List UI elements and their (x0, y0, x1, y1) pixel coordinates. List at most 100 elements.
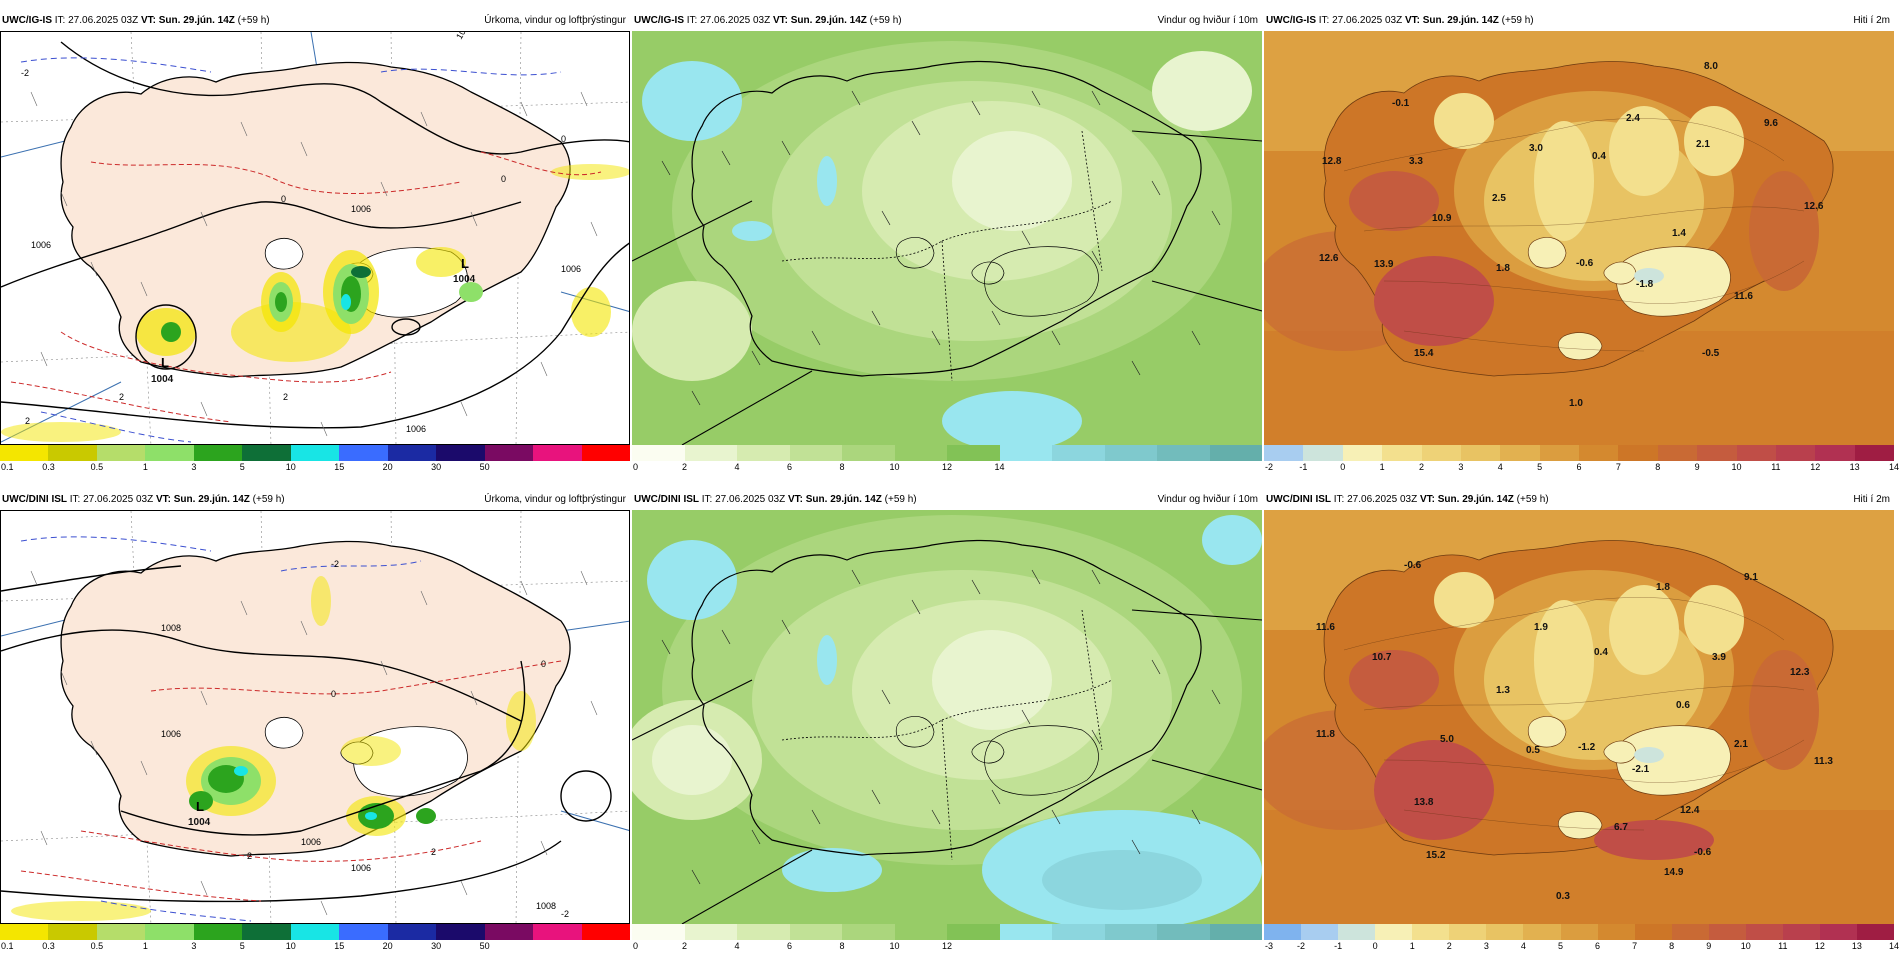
temp-colorbar (1264, 445, 1894, 461)
model-name: UWC/DINI ISL (2, 494, 67, 505)
isobar-label: 1008 (161, 623, 181, 633)
colorbar-segment (1657, 445, 1698, 461)
panel-header: UWC/DINI ISL IT: 27.06.2025 03Z VT: Sun.… (0, 491, 630, 509)
temp-value-label: 11.6 (1734, 291, 1753, 302)
colorbar-segment (999, 445, 1052, 461)
panel-header: UWC/DINI ISL IT: 27.06.2025 03Z VT: Sun.… (632, 491, 1262, 509)
precip-map: 1008 1006 1006 1008 1006 L 1004 0 0 2 2 … (0, 510, 630, 924)
colorbar-segment (193, 924, 243, 940)
panel-header: UWC/IG-IS IT: 27.06.2025 03Z VT: Sun. 29… (632, 12, 1262, 30)
wind-map (632, 510, 1262, 924)
contour-lines (1343, 597, 1805, 831)
temp-colorbar (1264, 924, 1895, 940)
colorbar-tick-label: 5 (239, 941, 245, 951)
temp-value-label: 9.1 (1744, 572, 1758, 583)
colorbar-segment (789, 445, 842, 461)
colorbar-segment (1209, 924, 1262, 940)
colorbar-tick-label: 6 (786, 941, 793, 951)
colorbar-segment (1449, 924, 1487, 940)
model-name: UWC/IG-IS (2, 15, 52, 26)
colorbar-tick-label: 30 (431, 941, 442, 951)
colorbar-tick-label: 11 (1778, 941, 1788, 951)
colorbar-segment (339, 924, 388, 940)
precip-areas (1, 164, 629, 442)
temp-map: 8.0 -0.1 2.4 9.6 12.8 3.3 3.0 0.4 2.1 2.5 10.9 12.6… (1264, 31, 1894, 445)
init-time: IT: 27.06.2025 03Z (1333, 494, 1418, 505)
colorbar-tick-label: 4 (734, 462, 740, 472)
low-pressure-value: 1004 (151, 374, 174, 385)
model-name: UWC/DINI ISL (1266, 494, 1331, 505)
colorbar-tick-label: 1 (1379, 462, 1385, 472)
temp-contour-label: 2 (431, 847, 436, 857)
temp-value-label: 0.4 (1594, 647, 1608, 658)
init-time: IT: 27.06.2025 03Z (1318, 15, 1403, 26)
colorbar-segment (145, 924, 194, 940)
colorbar-segment (339, 445, 388, 461)
region-borders (781, 609, 1113, 861)
colorbar-tick-label: 15 (334, 462, 345, 472)
temp-value-label: -0.1 (1392, 98, 1410, 109)
colorbar-segment (842, 924, 895, 940)
colorbar-segment (684, 924, 737, 940)
temp-contours (20, 660, 562, 902)
colorbar-segment (737, 924, 790, 940)
wind-map (632, 31, 1262, 445)
colorbar-tick-label: 3 (191, 462, 197, 472)
temp-value-label: 0.4 (1592, 151, 1606, 162)
colorbar-segment (632, 445, 685, 461)
colorbar-tick-label: -1 (1334, 941, 1343, 951)
colorbar-tick-label: 12 (941, 941, 953, 951)
panel-precip-row1: UWC/IG-IS IT: 27.06.2025 03Z VT: Sun. 29… (0, 12, 631, 481)
precip-colorbar (0, 445, 631, 461)
colorbar-tick-label: 4 (734, 941, 740, 951)
gust-area (642, 61, 742, 141)
colorbar-tick-label: -2 (1297, 941, 1306, 951)
temp-value-label: 3.3 (1409, 156, 1423, 167)
gust-area (647, 540, 737, 620)
temp-value-label: 6.7 (1614, 822, 1628, 833)
temp-contour-label: 0 (331, 689, 336, 699)
colorbar-tick-label: 0.1 (1, 462, 14, 472)
colorbar-tick-label: 0.3 (42, 941, 55, 951)
wind-barbs (30, 570, 598, 916)
panel-wind-row1: UWC/IG-IS IT: 27.06.2025 03Z VT: Sun. 29… (632, 12, 1262, 481)
panel-title: Hiti í 2m (1853, 15, 1890, 26)
temp-contour-label: 2 (247, 851, 252, 861)
temp-contour-label: 2 (25, 416, 30, 426)
colorbar-tick-label: 10 (285, 941, 296, 951)
temp-value-label: 3.9 (1712, 652, 1726, 663)
temp-value-label: 1.8 (1656, 582, 1670, 593)
colorbar-tick-label: 0.3 (42, 462, 55, 472)
temp-value-label: 1.8 (1496, 263, 1510, 274)
temp-value-label: 13.9 (1374, 259, 1394, 270)
temp-value-label: 2.1 (1734, 739, 1748, 750)
colorbar-tick-label: 2 (681, 941, 688, 951)
colorbar-segment (193, 445, 243, 461)
colorbar-tick-label: 13 (1849, 462, 1860, 472)
colorbar-segment (533, 445, 582, 461)
colorbar-tick-label: 0.1 (1, 941, 14, 951)
colorbar-tick-label: 20 (382, 462, 393, 472)
valid-time-label: VT: (1404, 15, 1420, 26)
isobar-label: 1006 (31, 240, 51, 250)
temp-labels: -0.6 9.1 1.8 11.6 1.9 0.4 10.7 3.9 12.3 1.3 0.6 11.… (1316, 560, 1833, 902)
panel-title: Vindur og hviður í 10m (1157, 494, 1258, 505)
valid-time: Sun. 29.jún. 14Z (805, 494, 882, 505)
colorbar-tick-label: 13 (1851, 941, 1862, 951)
isobar-label: 1006 (351, 204, 371, 214)
colorbar-tick-label: 4 (1497, 462, 1503, 472)
temp-value-label: 1.4 (1672, 228, 1686, 239)
colorbar-segment (999, 924, 1052, 940)
colorbar-segment (1618, 445, 1658, 461)
panel-header: UWC/DINI ISL IT: 27.06.2025 03Z VT: Sun.… (1264, 491, 1894, 509)
temp-value-label: 11.6 (1316, 622, 1335, 633)
panel-header: UWC/IG-IS IT: 27.06.2025 03Z VT: Sun. 29… (0, 12, 630, 30)
neg-contours (20, 57, 562, 443)
colorbar-tick-label: 50 (479, 941, 490, 951)
valid-time: Sun. 29.jún. 14Z (173, 494, 250, 505)
colorbar-segment (1708, 924, 1746, 940)
colorbar-tick-label: -3 (1265, 941, 1274, 951)
colorbar-segment (894, 445, 947, 461)
colorbar-tick-label: 15 (334, 941, 345, 951)
model-name: UWC/DINI ISL (634, 494, 699, 505)
